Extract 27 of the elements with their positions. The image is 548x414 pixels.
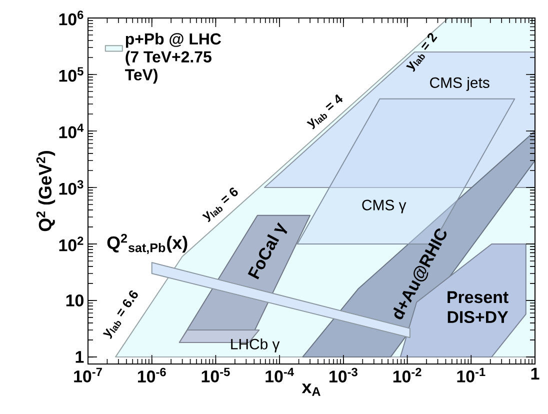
x-axis-title: x$_{A}$: [302, 384, 320, 396]
y-tick-label: 10: [66, 294, 84, 306]
y-tick-label: 10$^{3}$: [59, 180, 84, 195]
y-tick-label: 10$^{4}$: [59, 124, 84, 138]
annotation: y$_{lab}$ = 6: [202, 188, 238, 222]
annotation: y$_{lab}$ = 2: [406, 33, 438, 72]
y-axis-title: Q$^{2}$ (GeV$^{2}$): [36, 151, 56, 232]
x-tick-label: 10$^{-1}$: [457, 368, 486, 382]
x-tick-label: 10$^{-3}$: [330, 368, 358, 383]
x-tick-label: 10$^{-2}$: [393, 368, 422, 383]
x-tick-label: 10$^{-7}$: [74, 368, 102, 382]
annotation: y$_{lab}$ = 4: [306, 94, 343, 130]
x-tick-label: 10$^{-5}$: [202, 368, 230, 382]
y-tick-label: 10$^{2}$: [59, 236, 84, 252]
annotation: y$_{lab}$ = 6.6: [102, 290, 138, 339]
x-tick-label: 10$^{-6}$: [138, 368, 166, 383]
series-label: LHCb γ: [231, 338, 280, 352]
series-label: CMS jets: [430, 76, 490, 91]
series-label: CMS γ: [362, 200, 406, 214]
y-tick-label: 10$^{5}$: [59, 67, 84, 82]
series-label: Q$^{2}$$_{sat,Pb}$(x): [107, 234, 188, 254]
y-tick-label: 1: [76, 351, 84, 363]
series-label: Present DIS+DY: [448, 291, 508, 324]
x-tick-label: 1: [531, 368, 540, 380]
x-tick-label: 10$^{-4}$: [266, 368, 294, 382]
y-tick-label: 10$^{6}$: [59, 10, 84, 26]
legend-label: p+Pb @ LHC (7 TeV+2.75 TeV): [125, 32, 222, 84]
